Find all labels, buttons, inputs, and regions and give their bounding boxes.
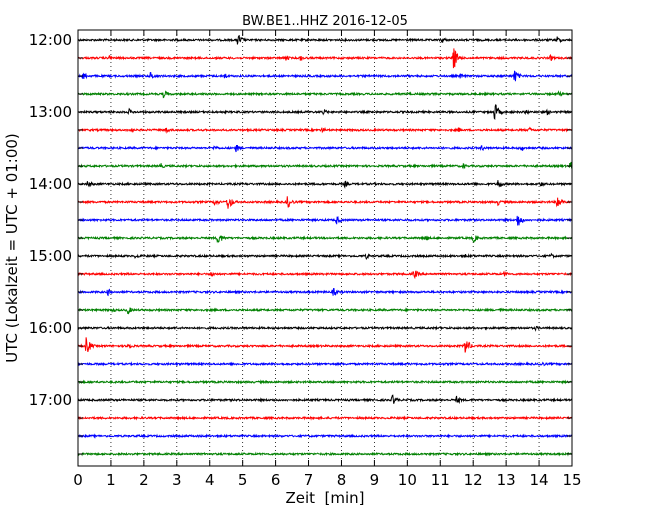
seismic-trace-line [77,361,573,367]
seismic-trace-line [77,379,573,385]
seismic-trace-line [77,415,573,421]
seismic-trace-line [77,126,573,134]
x-tick-label: 10 [398,471,417,489]
seismic-trace-line [77,451,573,457]
seismic-trace-line [77,196,573,209]
vertical-grid [110,30,540,466]
seismic-trace-line [77,70,573,82]
seismic-trace-line [77,90,573,99]
x-tick-label: 3 [172,471,182,489]
y-tick-label: 13:00 [29,103,72,121]
x-tick-label: 2 [139,471,149,489]
x-tick-label: 8 [337,471,347,489]
seismic-trace-line [77,34,573,45]
x-tick-label: 6 [271,471,281,489]
y-tick-label: 17:00 [29,391,72,409]
seismic-trace-line [77,307,573,315]
x-tick-label: 0 [73,471,83,489]
seismic-trace-line [77,144,573,153]
x-tick-label: 12 [464,471,483,489]
seismic-trace-line [77,161,573,170]
x-tick-label: 11 [431,471,450,489]
chart-title: BW.BE1..HHZ 2016-12-05 [242,14,408,29]
seismic-trace-line [77,104,573,120]
trace-group [77,34,573,457]
x-axis-label: Zeit [min] [285,489,364,507]
seismic-trace-line [77,394,573,405]
x-tick-label: 9 [370,471,380,489]
seismic-trace-line [77,433,573,439]
seismic-trace-line [77,215,573,226]
y-axis-label: UTC (Lokalzeit = UTC + 01:00) [3,133,21,363]
plot-frame [77,29,573,467]
y-tick-label: 15:00 [29,247,72,265]
seismic-trace-line [77,48,573,69]
x-tick-label: 14 [530,471,549,489]
seismic-trace-line [77,337,573,353]
y-tick-label: 12:00 [29,31,72,49]
seismic-trace-line [77,180,573,189]
x-tick-label: 1 [106,471,116,489]
x-tick-label: 7 [304,471,314,489]
x-tick-label: 13 [497,471,516,489]
x-tick-label: 15 [562,471,581,489]
seismic-trace-line [77,325,573,332]
axis-ticks: 0 1 2 3 4 5 6 7 8 9 10 11 12 13 14 1512:0013:0014:0015:… [29,30,582,489]
seismic-trace-line [77,270,573,280]
y-tick-label: 14:00 [29,175,72,193]
y-tick-label: 16:00 [29,319,72,337]
x-tick-label: 4 [205,471,215,489]
seismic-trace-line [77,235,573,244]
seismic-trace-line [77,252,573,260]
seismic-trace-line [77,287,573,297]
x-tick-label: 5 [238,471,248,489]
